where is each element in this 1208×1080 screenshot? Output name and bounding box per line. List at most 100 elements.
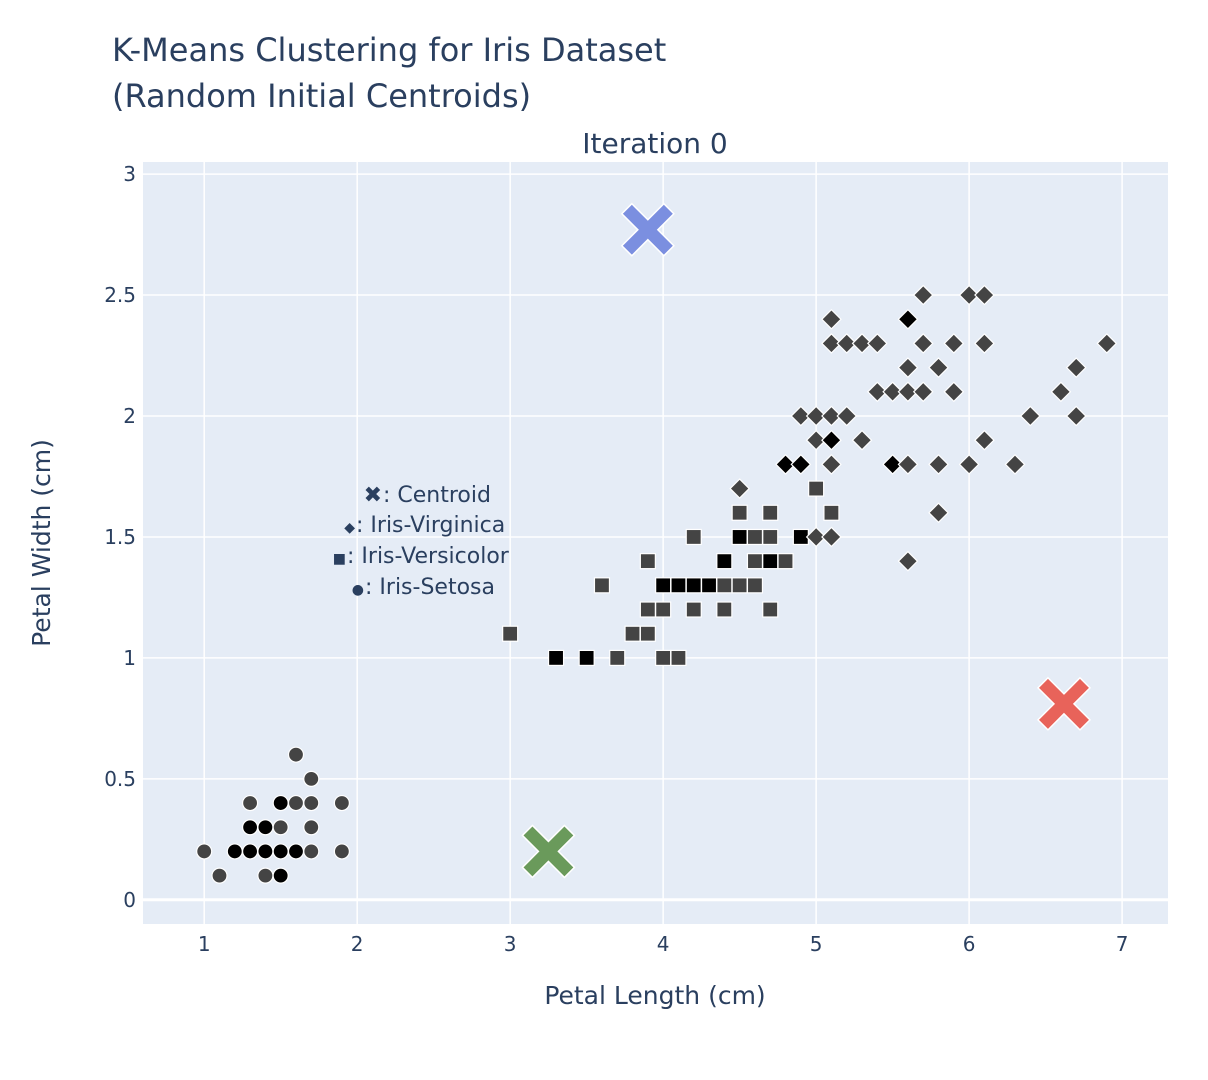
setosa-point	[196, 843, 213, 860]
setosa-point	[303, 819, 320, 836]
versicolor-point	[731, 504, 748, 521]
virginica-point	[851, 333, 873, 354]
setosa-point	[303, 794, 320, 812]
x-tick-label: 7	[1116, 932, 1129, 956]
virginica-point	[974, 284, 995, 306]
versicolor-point	[762, 504, 779, 521]
versicolor-point	[685, 601, 702, 618]
x-tick-label: 6	[963, 932, 976, 956]
virginica-point	[882, 381, 903, 403]
y-tick-label: 3	[123, 162, 136, 186]
versicolor-point	[670, 577, 687, 594]
legend-virginica-icon: ◆	[344, 520, 355, 536]
virginica-point	[928, 357, 949, 378]
versicolor-point	[731, 577, 748, 594]
versicolor-point	[547, 649, 565, 667]
virginica-point	[897, 454, 919, 475]
x-tick-label: 5	[810, 932, 823, 956]
virginica-point	[821, 405, 842, 427]
legend-setosa-label: : Iris-Setosa	[365, 575, 495, 600]
virginica-point	[912, 333, 934, 354]
versicolor-point	[655, 577, 672, 594]
versicolor-point	[609, 649, 626, 667]
versicolor-point	[716, 577, 733, 594]
versicolor-point	[716, 601, 733, 618]
versicolor-point	[823, 504, 840, 521]
setosa-point	[241, 843, 259, 860]
setosa-point	[226, 843, 243, 860]
setosa-point	[272, 794, 289, 812]
legend-versicolor-label: : Iris-Versicolor	[347, 544, 510, 569]
versicolor-point	[746, 528, 764, 546]
virginica-point	[897, 357, 919, 378]
centroid-marker	[620, 202, 675, 257]
setosa-point	[333, 843, 350, 860]
virginica-point	[897, 550, 919, 572]
versicolor-point	[762, 553, 779, 570]
versicolor-point	[685, 528, 702, 546]
virginica-point	[836, 333, 858, 354]
x-tick-labels: 1 2 3 4 5 6 7	[198, 932, 1129, 956]
versicolor-point	[578, 649, 595, 667]
virginica-point	[729, 478, 750, 499]
legend-setosa-icon: ●	[352, 582, 364, 598]
versicolor-point	[639, 625, 656, 642]
legend-versicolor-icon: ■	[333, 551, 346, 567]
y-tick-label: 1	[123, 646, 136, 670]
virginica-point	[912, 284, 934, 306]
setosa-point	[211, 867, 228, 884]
virginica-point	[775, 454, 796, 475]
versicolor-point	[639, 601, 656, 618]
versicolor-point	[777, 553, 794, 570]
virginica-point	[1050, 381, 1072, 403]
virginica-point	[836, 405, 858, 427]
virginica-point	[912, 381, 934, 403]
virginica-point	[958, 284, 980, 306]
virginica-point	[790, 405, 812, 427]
setosa-point	[333, 794, 350, 812]
y-axis-label: Petal Width (cm)	[27, 439, 56, 647]
virginica-point	[1096, 333, 1118, 354]
y-tick-labels: 0 0.5 1 1.5 2 2.5 3	[104, 162, 136, 912]
setosa-point	[303, 843, 320, 860]
y-tick-label: 2	[123, 404, 136, 428]
y-tick-label: 0	[123, 888, 136, 912]
x-tick-label: 2	[351, 932, 364, 956]
setosa-point	[241, 794, 259, 812]
versicolor-point	[731, 528, 748, 546]
centroid-marker	[521, 824, 576, 879]
versicolor-point	[685, 577, 702, 594]
versicolor-point	[624, 625, 641, 642]
virginica-point	[958, 454, 980, 475]
virginica-point	[851, 429, 873, 451]
x-axis-label: Petal Length (cm)	[544, 981, 765, 1010]
chart-subtitle: Iteration 0	[582, 127, 727, 160]
versicolor-point	[716, 553, 733, 570]
virginica-point	[821, 429, 842, 451]
setosa-point	[287, 843, 305, 860]
virginica-point	[943, 333, 965, 354]
setosa-point	[287, 794, 305, 812]
versicolor-point	[808, 480, 825, 497]
setosa-point	[257, 819, 274, 836]
virginica-point	[882, 454, 903, 475]
virginica-point	[928, 454, 949, 475]
virginica-point	[805, 526, 827, 548]
versicolor-point	[655, 649, 672, 667]
virginica-point	[1019, 405, 1041, 427]
virginica-point	[866, 381, 888, 403]
virginica-point	[805, 405, 827, 427]
versicolor-point	[762, 528, 779, 546]
x-tick-label: 4	[657, 932, 670, 956]
x-tick-label: 1	[198, 932, 211, 956]
virginica-point	[866, 333, 888, 354]
legend-virginica-label: : Iris-Virginica	[356, 513, 505, 538]
virginica-point	[821, 333, 842, 354]
setosa-point	[272, 843, 289, 860]
centroid-marker	[1036, 676, 1092, 731]
data-points	[196, 284, 1118, 884]
y-tick-label: 1.5	[104, 525, 136, 549]
virginica-point	[790, 454, 812, 475]
x-tick-label: 3	[504, 932, 517, 956]
legend-centroid-label: : Centroid	[383, 483, 491, 508]
